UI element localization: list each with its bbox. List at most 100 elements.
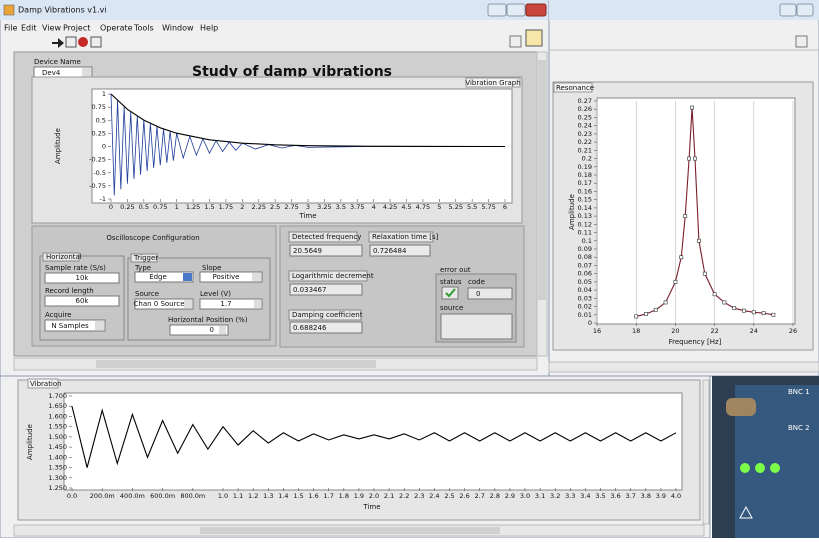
x-tick-label: 1.7 (324, 492, 334, 500)
x-tick-label: 2 (240, 203, 244, 211)
y-axis-label: Amplitude (26, 424, 34, 460)
menu-item[interactable]: Project (63, 24, 90, 33)
vertical-scrollbar[interactable] (703, 380, 709, 524)
abort-button[interactable] (78, 37, 88, 47)
data-point (742, 309, 745, 312)
y-tick-label: 0.14 (578, 204, 592, 212)
data-point (688, 157, 691, 160)
maximize-button[interactable] (797, 4, 813, 16)
field-label: status (440, 278, 462, 286)
x-tick-label: 2.5 (270, 203, 280, 211)
indicator-value: 0 (476, 290, 480, 298)
y-tick-label: 0.25 (578, 113, 592, 121)
field-label: Slope (202, 264, 221, 272)
x-tick-label: 4.0 (671, 492, 681, 500)
scroll-thumb[interactable] (200, 527, 500, 534)
x-tick-label: 1.6 (308, 492, 318, 500)
y-tick-label: 0 (588, 319, 592, 327)
x-tick-label: 400.0m (120, 492, 145, 500)
input-value: 60k (76, 297, 90, 305)
y-tick-label: 0.01 (578, 311, 592, 319)
dropdown-value: N Samples (51, 322, 89, 330)
x-tick-label: 1.0 (218, 492, 228, 500)
x-tick-label: 16 (593, 327, 601, 335)
y-tick-label: 0.03 (578, 294, 592, 302)
y-tick-label: 0.15 (578, 196, 592, 204)
plot-area (597, 98, 795, 324)
field-label: Damping coefficient (292, 311, 363, 319)
dropdown-value: Positive (213, 273, 240, 281)
x-tick-label: 18 (632, 327, 640, 335)
dropdown-arrow[interactable] (252, 273, 261, 281)
help-button[interactable] (510, 36, 521, 47)
x-tick-label: 3.8 (641, 492, 651, 500)
y-tick-label: -0.25 (89, 156, 106, 164)
graph-title: Resonance (556, 84, 594, 92)
y-tick-label: -0.5 (93, 169, 106, 177)
horizontal-scrollbar[interactable] (549, 362, 819, 372)
x-axis-label: Time (362, 503, 380, 511)
minimize-button[interactable] (780, 4, 796, 16)
y-tick-label: 1.450 (48, 443, 67, 451)
board-label: BNC 1 (788, 388, 810, 396)
dropdown-arrow[interactable] (82, 68, 91, 77)
dropdown-arrow[interactable] (184, 300, 192, 308)
status-indicator (442, 287, 458, 299)
field-label: Record length (45, 287, 94, 295)
window-title: Damp Vibrations v1.vi (18, 6, 107, 15)
minimize-button[interactable] (488, 4, 506, 16)
menu-item[interactable]: File (4, 24, 17, 33)
x-tick-label: 3.0 (520, 492, 530, 500)
menu-item[interactable]: Edit (21, 24, 37, 33)
indicator-value: 0.726484 (373, 247, 407, 255)
menu-item[interactable]: View (42, 24, 61, 33)
field-label: Source (135, 290, 159, 298)
data-point (752, 311, 755, 314)
y-tick-label: 0.11 (578, 229, 592, 237)
close-button[interactable] (526, 4, 546, 16)
x-tick-label: 0.5 (139, 203, 149, 211)
y-tick-label: 0 (102, 143, 106, 151)
x-tick-label: 0.75 (153, 203, 167, 211)
pause-button[interactable] (91, 37, 101, 47)
menu-item[interactable]: Help (200, 24, 218, 33)
menu-item[interactable]: Tools (133, 24, 154, 33)
data-point (772, 313, 775, 316)
run-continuous-button[interactable] (66, 37, 76, 47)
data-point (733, 307, 736, 310)
data-point (723, 301, 726, 304)
graph-title: Vibration Graph (465, 79, 520, 87)
dropdown-arrow[interactable] (183, 273, 192, 281)
group-title: Horizontal (46, 253, 82, 261)
plot-area (64, 393, 682, 490)
x-tick-label: 1.8 (339, 492, 349, 500)
y-tick-label: 0.08 (578, 253, 592, 261)
help-button[interactable] (796, 36, 807, 47)
menu-item[interactable]: Operate (100, 24, 133, 33)
y-tick-label: 0.21 (578, 146, 592, 154)
spinner[interactable] (219, 326, 226, 334)
x-tick-label: 1.25 (186, 203, 200, 211)
menu-item[interactable]: Window (162, 24, 194, 33)
x-tick-label: 2.0 (369, 492, 379, 500)
y-axis-label: Amplitude (54, 128, 62, 164)
scroll-thumb[interactable] (538, 60, 546, 300)
y-tick-label: 0.24 (578, 122, 592, 130)
x-tick-label: 20 (671, 327, 679, 335)
y-tick-label: 0.75 (92, 103, 106, 111)
data-point (762, 312, 765, 315)
field-label: source (440, 304, 463, 312)
spinner[interactable] (254, 300, 261, 308)
data-point (644, 312, 647, 315)
dropdown-arrow[interactable] (95, 321, 104, 330)
cluster-title: error out (440, 266, 471, 274)
x-tick-label: 0.0 (67, 492, 77, 500)
x-tick-label: 22 (710, 327, 718, 335)
field-label: Detected frequency (292, 233, 361, 241)
x-tick-label: 2.25 (252, 203, 266, 211)
app-icon (4, 5, 14, 15)
data-point (674, 280, 677, 283)
scroll-thumb[interactable] (96, 360, 376, 368)
indicator-value: 20.5649 (293, 247, 322, 255)
maximize-button[interactable] (507, 4, 525, 16)
